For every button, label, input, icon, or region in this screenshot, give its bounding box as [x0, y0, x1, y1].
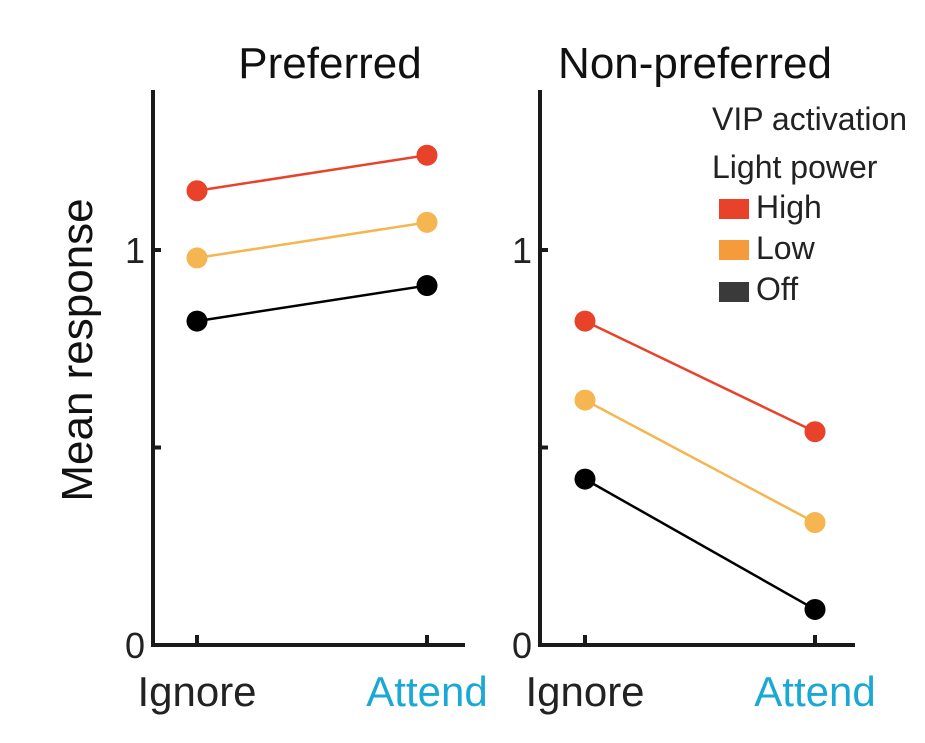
series-off	[186, 275, 438, 332]
legend-swatch-off	[719, 282, 749, 302]
legend-label-high: High	[756, 189, 822, 225]
panel-title: Non-preferred	[558, 39, 832, 88]
point-off-ignore	[574, 468, 596, 490]
series-line-low	[196, 221, 428, 260]
y-tick-label: 1	[125, 230, 145, 271]
point-high-attend	[804, 421, 826, 443]
x-tick-label-attend: Attend	[754, 668, 875, 715]
point-low-attend	[416, 211, 438, 233]
point-off-ignore	[186, 310, 208, 332]
legend-swatch-low	[719, 240, 749, 260]
legend: VIP activation Light power High Low Off	[712, 101, 907, 307]
y-tick-label: 0	[125, 625, 145, 666]
legend-title: VIP activation	[712, 101, 907, 137]
point-off-attend	[416, 275, 438, 297]
panel-title: Preferred	[238, 39, 421, 88]
series-high	[574, 310, 826, 443]
y-tick-label: 0	[512, 625, 532, 666]
series-high	[186, 144, 438, 202]
panels: Preferred 0 1 Ignore Attend Non-preferred 0 1 Ig…	[125, 39, 876, 715]
panel-non-preferred: Non-preferred 0 1 Ignore Attend	[512, 39, 876, 715]
series-line-off	[196, 284, 428, 323]
x-tick-label-ignore: Ignore	[525, 668, 644, 715]
legend-label-low: Low	[756, 230, 816, 266]
panel-preferred: Preferred 0 1 Ignore Attend	[125, 39, 488, 715]
legend-label-off: Off	[756, 271, 798, 307]
point-high-ignore	[574, 310, 596, 332]
point-low-attend	[804, 512, 826, 534]
series-line-low	[584, 398, 816, 524]
point-high-attend	[416, 144, 438, 166]
series-line-off	[584, 478, 816, 611]
legend-subtitle: Light power	[712, 149, 878, 185]
point-low-ignore	[574, 389, 596, 411]
series-line-high	[196, 153, 428, 192]
series-low	[186, 211, 438, 269]
y-tick-label: 1	[512, 230, 532, 271]
x-tick-label-ignore: Ignore	[137, 668, 256, 715]
series-off	[574, 468, 826, 620]
y-axis-label: Mean response	[53, 198, 102, 501]
series-low	[574, 389, 826, 534]
point-high-ignore	[186, 180, 208, 202]
point-off-attend	[804, 598, 826, 620]
series-line-high	[584, 319, 816, 433]
point-low-ignore	[186, 247, 208, 269]
legend-swatch-high	[719, 199, 749, 219]
x-tick-label-attend: Attend	[366, 668, 487, 715]
